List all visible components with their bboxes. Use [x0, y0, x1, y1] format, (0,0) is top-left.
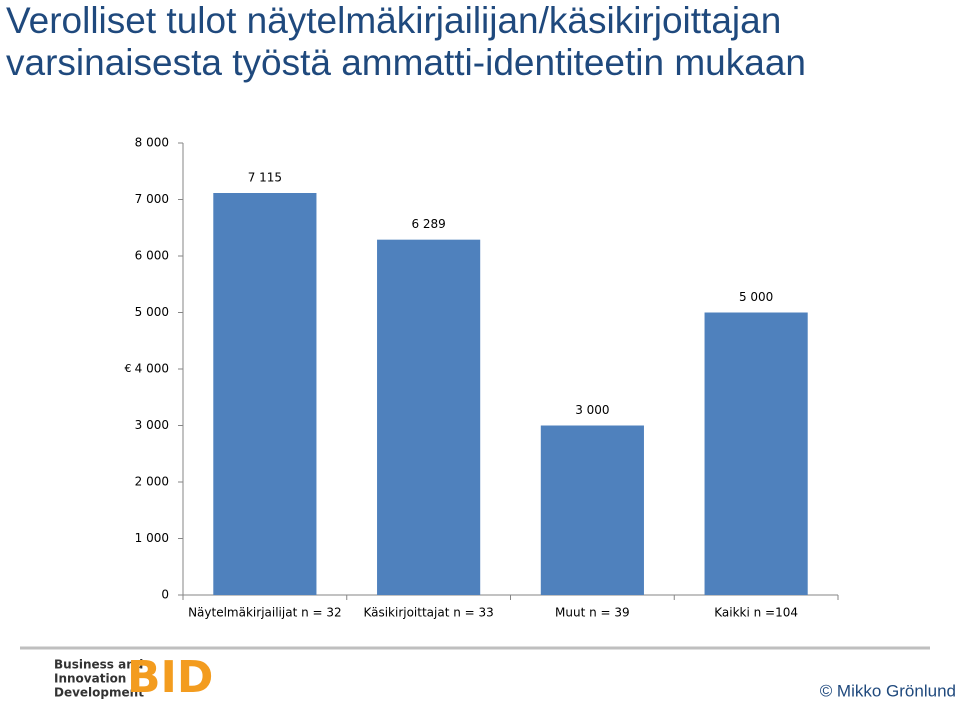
- y-tick-label: 7 000: [135, 192, 169, 206]
- y-tick-label: 2 000: [135, 475, 169, 489]
- y-tick-label: 3 000: [135, 418, 169, 432]
- copyright: © Mikko Grönlund: [820, 681, 956, 700]
- data-label: 3 000: [575, 403, 609, 417]
- y-tick-label: 0: [161, 588, 169, 602]
- y-axis-label: €: [125, 362, 132, 375]
- chart-title: Verolliset tulot näytelmäkirjailijan/käs…: [6, 0, 806, 83]
- y-tick-label: 6 000: [135, 249, 169, 263]
- logo-text: Business and: [54, 658, 143, 672]
- bar: [377, 239, 481, 595]
- x-tick-label: Muut n = 39: [555, 606, 630, 620]
- x-tick-label: Käsikirjoittajat n = 33: [363, 606, 493, 620]
- y-tick-label: 5 000: [135, 305, 169, 319]
- x-tick-label: Näytelmäkirjailijat n = 32: [188, 606, 342, 620]
- data-label: 7 115: [248, 171, 282, 185]
- bar: [213, 193, 317, 595]
- y-tick-label: 4 000: [135, 362, 169, 376]
- x-tick-label: Kaikki n =104: [714, 606, 798, 620]
- data-label: 5 000: [739, 290, 773, 304]
- data-label: 6 289: [411, 217, 445, 231]
- logo-mark: BID: [127, 652, 213, 703]
- y-tick-label: 1 000: [135, 531, 169, 545]
- bar: [704, 312, 808, 595]
- logo-text: Innovation: [54, 672, 126, 686]
- logo-text: Development: [54, 686, 144, 700]
- bar: [540, 425, 644, 595]
- y-tick-label: 8 000: [135, 136, 169, 150]
